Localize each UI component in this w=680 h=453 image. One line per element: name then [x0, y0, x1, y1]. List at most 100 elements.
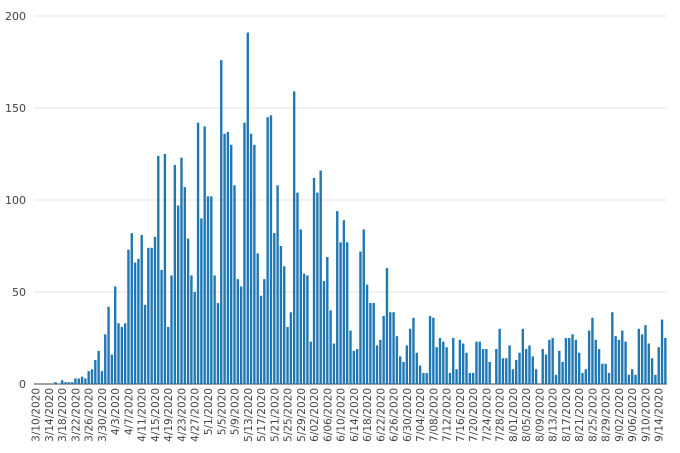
bar [64, 382, 67, 384]
bar [372, 303, 375, 384]
x-tick-label: 6/10/2020 [336, 388, 348, 442]
x-tick-label: 9/10/2020 [640, 388, 652, 442]
bar [336, 211, 339, 384]
x-axis-ticks: 3/10/2020 3/14/2020 3/18/2020 3/22/2020 3/26… [31, 388, 666, 442]
bar [283, 266, 286, 384]
bar [160, 269, 163, 384]
bar [143, 304, 147, 384]
bar [186, 238, 190, 384]
bar [167, 326, 170, 384]
bar [505, 358, 508, 384]
x-tick-label: 3/14/2020 [44, 388, 56, 442]
bar [365, 284, 369, 384]
bar [644, 325, 647, 384]
bar [647, 343, 650, 384]
x-tick-label: 6/06/2020 [322, 388, 334, 442]
bar [249, 133, 253, 384]
bar [634, 374, 637, 384]
bar [471, 372, 475, 384]
x-tick-label: 7/04/2020 [415, 388, 427, 442]
bar [243, 122, 246, 384]
bar [640, 334, 644, 384]
bar [558, 350, 561, 384]
bar [203, 126, 206, 385]
bar [292, 91, 296, 384]
bar [614, 336, 617, 384]
bar [94, 360, 97, 384]
bar [627, 374, 631, 384]
x-tick-label: 8/29/2020 [601, 388, 613, 442]
bar [259, 295, 263, 384]
bar [84, 378, 87, 384]
bar [74, 378, 77, 384]
x-tick-label: 4/23/2020 [176, 388, 188, 442]
x-tick-label: 8/09/2020 [534, 388, 546, 442]
bar [133, 262, 137, 384]
bar [448, 372, 452, 384]
bars [54, 32, 667, 385]
bar [60, 380, 64, 384]
x-tick-label: 5/13/2020 [243, 388, 255, 442]
bar [120, 326, 124, 384]
bar [90, 369, 94, 384]
bar [173, 165, 177, 384]
bar [541, 349, 544, 384]
x-tick-label: 8/25/2020 [587, 388, 599, 442]
bar [594, 339, 597, 384]
x-tick-label: 7/12/2020 [442, 388, 454, 442]
bar [355, 349, 359, 384]
bar [312, 177, 316, 384]
bar [256, 253, 259, 384]
bar [548, 339, 551, 384]
bar [114, 286, 117, 384]
x-tick-label: 4/11/2020 [137, 388, 149, 442]
bar [528, 345, 531, 384]
bar [359, 251, 362, 384]
bar [604, 363, 607, 384]
bar [568, 338, 571, 384]
bar [279, 246, 283, 384]
bar [180, 157, 183, 384]
bar [587, 330, 591, 384]
x-tick-label: 5/29/2020 [296, 388, 308, 442]
bar [508, 345, 511, 384]
bar [455, 369, 458, 384]
x-tick-label: 5/1/2020 [203, 388, 215, 435]
bar [117, 323, 120, 384]
bar [200, 218, 203, 384]
bar [289, 312, 293, 384]
x-tick-label: 7/08/2020 [428, 388, 440, 442]
bar [385, 268, 389, 384]
bar [617, 339, 621, 384]
bar [584, 369, 587, 384]
x-tick-label: 5/5/2020 [216, 388, 228, 435]
bar [551, 338, 554, 384]
bar [163, 154, 167, 384]
bar [488, 361, 491, 384]
bar [170, 275, 173, 384]
bar [220, 60, 223, 384]
bar [521, 328, 525, 384]
bar [349, 330, 352, 384]
x-tick-label: 4/15/2020 [150, 388, 162, 442]
bar [213, 275, 216, 384]
bar [130, 233, 133, 384]
bar [498, 328, 501, 384]
bar [601, 363, 604, 384]
bar [561, 361, 564, 384]
bar [176, 205, 180, 384]
bar [302, 273, 306, 384]
x-tick-label: 8/13/2020 [548, 388, 560, 442]
bar [392, 312, 395, 384]
bar [554, 374, 558, 384]
bar [147, 247, 150, 384]
bar [402, 361, 405, 384]
bar [574, 339, 578, 384]
x-tick-label: 8/05/2020 [521, 388, 533, 442]
x-tick-label: 4/19/2020 [163, 388, 175, 442]
bar [54, 382, 57, 384]
bar [196, 122, 200, 384]
bar [445, 347, 448, 384]
bar [461, 343, 465, 384]
